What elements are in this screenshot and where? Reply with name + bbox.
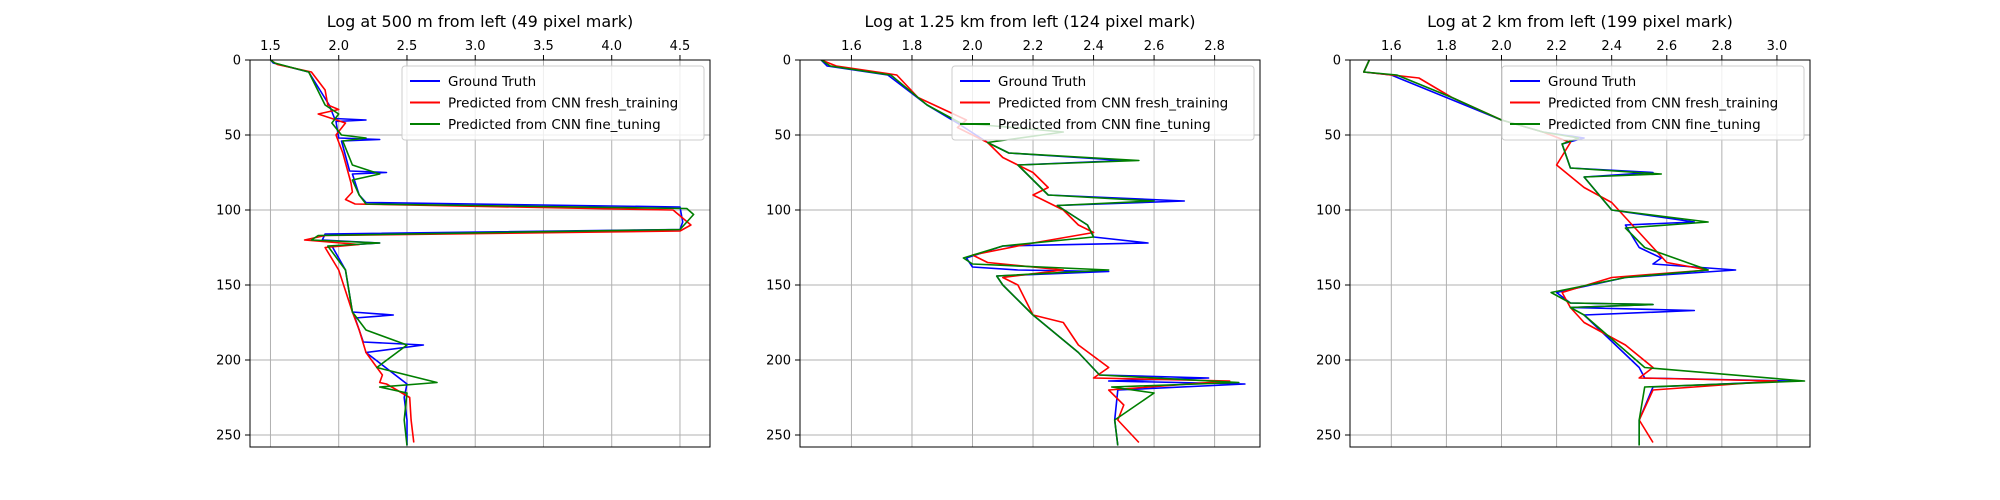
legend-label: Ground Truth bbox=[998, 74, 1086, 90]
x-tick-label: 2.8 bbox=[1712, 39, 1733, 54]
y-tick-label: 200 bbox=[216, 354, 241, 369]
legend-box bbox=[951, 65, 1255, 141]
plot-frame bbox=[249, 59, 711, 448]
x-tick-label: 2.6 bbox=[1144, 39, 1165, 54]
x-tick-label: 2.0 bbox=[328, 39, 349, 54]
x-tick-label: 2.8 bbox=[1204, 39, 1225, 54]
x-tick-label: 1.5 bbox=[260, 39, 281, 54]
chart-panel-2: 1.6 1.8 2.0 2.2 2.4 2.6 2.8 0 50 100 150 200 250 Log … bbox=[766, 12, 1261, 448]
y-tick-label: 50 bbox=[224, 129, 241, 144]
plot-frame bbox=[1349, 59, 1811, 448]
legend-box bbox=[1501, 65, 1805, 141]
legend: Ground Truth Predicted from CNN fresh_tra… bbox=[1501, 65, 1805, 141]
y-tick-label: 200 bbox=[1316, 354, 1341, 369]
y-tick-label: 150 bbox=[766, 279, 791, 294]
chart-panel-1: 1.5 2.0 2.5 3.0 3.5 4.0 4.5 0 50 100 150 200 250 Log … bbox=[216, 12, 711, 448]
y-tick-label: 150 bbox=[216, 279, 241, 294]
series-line-3 bbox=[270, 60, 695, 446]
y-tick-label: 100 bbox=[216, 204, 241, 219]
legend-box bbox=[401, 65, 705, 141]
legend-label: Predicted from CNN fine_tuning bbox=[998, 117, 1211, 133]
legend-label: Ground Truth bbox=[1548, 74, 1636, 90]
legend-label: Predicted from CNN fresh_training bbox=[1548, 96, 1778, 112]
y-tick-label: 150 bbox=[1316, 279, 1341, 294]
chart-title: Log at 2 km from left (199 pixel mark) bbox=[1427, 12, 1733, 31]
x-tick-label: 2.6 bbox=[1656, 39, 1677, 54]
x-tick-label: 1.6 bbox=[1381, 39, 1402, 54]
x-tick-label: 2.0 bbox=[1491, 39, 1512, 54]
x-tick-label: 2.5 bbox=[397, 39, 418, 54]
x-tick-label: 2.2 bbox=[1546, 39, 1567, 54]
y-tick-label: 0 bbox=[233, 54, 241, 69]
x-tick-label: 2.0 bbox=[962, 39, 983, 54]
x-tick-label: 3.0 bbox=[1767, 39, 1788, 54]
y-tick-label: 250 bbox=[216, 429, 241, 444]
y-tick-label: 0 bbox=[783, 54, 791, 69]
y-tick-label: 100 bbox=[766, 204, 791, 219]
x-tick-label: 1.6 bbox=[841, 39, 862, 54]
x-tick-label: 3.5 bbox=[533, 39, 554, 54]
series-line-2 bbox=[270, 60, 692, 443]
y-tick-label: 200 bbox=[766, 354, 791, 369]
chart-title: Log at 1.25 km from left (124 pixel mark… bbox=[864, 12, 1195, 31]
chart-title: Log at 500 m from left (49 pixel mark) bbox=[327, 12, 634, 31]
x-tick-label: 1.8 bbox=[1436, 39, 1457, 54]
x-tick-label: 4.5 bbox=[670, 39, 691, 54]
y-tick-label: 100 bbox=[1316, 204, 1341, 219]
legend-label: Predicted from CNN fresh_training bbox=[998, 96, 1228, 112]
y-tick-label: 250 bbox=[766, 429, 791, 444]
x-tick-label: 1.8 bbox=[902, 39, 923, 54]
y-tick-label: 0 bbox=[1333, 54, 1341, 69]
y-tick-label: 50 bbox=[1324, 129, 1341, 144]
x-tick-label: 2.4 bbox=[1601, 39, 1622, 54]
y-tick-label: 50 bbox=[774, 129, 791, 144]
plot-frame bbox=[799, 59, 1261, 448]
x-tick-label: 2.2 bbox=[1023, 39, 1044, 54]
legend-label: Ground Truth bbox=[448, 74, 536, 90]
legend: Ground Truth Predicted from CNN fresh_tra… bbox=[401, 65, 705, 141]
legend-label: Predicted from CNN fine_tuning bbox=[448, 117, 661, 133]
y-tick-label: 250 bbox=[1316, 429, 1341, 444]
legend: Ground Truth Predicted from CNN fresh_tra… bbox=[951, 65, 1255, 141]
x-tick-label: 3.0 bbox=[465, 39, 486, 54]
chart-panel-3: 1.6 1.8 2.0 2.2 2.4 2.6 2.8 3.0 0 50 100 150 200 250 L… bbox=[1316, 12, 1811, 448]
x-tick-label: 4.0 bbox=[601, 39, 622, 54]
x-tick-label: 2.4 bbox=[1083, 39, 1104, 54]
legend-label: Predicted from CNN fresh_training bbox=[448, 96, 678, 112]
legend-label: Predicted from CNN fine_tuning bbox=[1548, 117, 1761, 133]
